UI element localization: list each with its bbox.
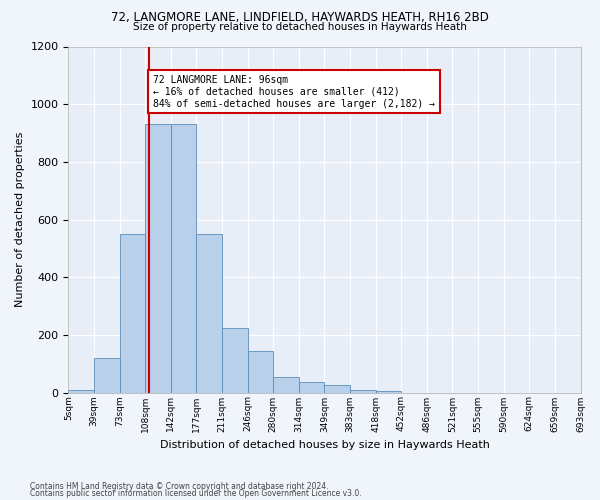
Bar	[273, 376, 299, 392]
Bar	[94, 358, 119, 392]
Text: 72 LANGMORE LANE: 96sqm
← 16% of detached houses are smaller (412)
84% of semi-d: 72 LANGMORE LANE: 96sqm ← 16% of detache…	[153, 76, 435, 108]
Bar	[68, 390, 94, 392]
Bar	[196, 234, 222, 392]
Text: Contains public sector information licensed under the Open Government Licence v3: Contains public sector information licen…	[30, 490, 362, 498]
Bar	[248, 350, 273, 393]
Bar	[299, 382, 325, 392]
Text: 72, LANGMORE LANE, LINDFIELD, HAYWARDS HEATH, RH16 2BD: 72, LANGMORE LANE, LINDFIELD, HAYWARDS H…	[111, 11, 489, 24]
Text: Size of property relative to detached houses in Haywards Heath: Size of property relative to detached ho…	[133, 22, 467, 32]
Bar	[171, 124, 196, 392]
X-axis label: Distribution of detached houses by size in Haywards Heath: Distribution of detached houses by size …	[160, 440, 490, 450]
Bar	[222, 328, 248, 392]
Bar	[376, 391, 401, 392]
Bar	[145, 124, 171, 392]
Text: Contains HM Land Registry data © Crown copyright and database right 2024.: Contains HM Land Registry data © Crown c…	[30, 482, 329, 491]
Bar	[325, 386, 350, 392]
Bar	[350, 390, 376, 392]
Y-axis label: Number of detached properties: Number of detached properties	[15, 132, 25, 307]
Bar	[119, 234, 145, 392]
